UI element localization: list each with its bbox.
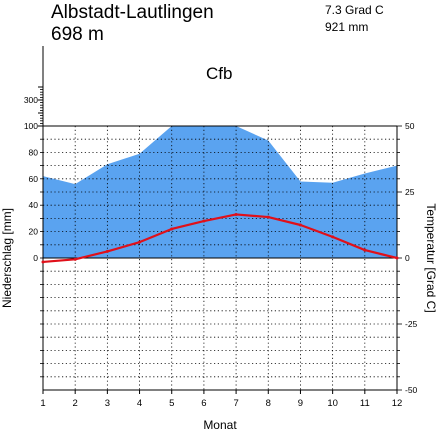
temperature-point — [202, 219, 206, 223]
temperature-point — [41, 260, 45, 264]
temperature-point — [331, 235, 335, 239]
temperature-point — [266, 215, 270, 219]
x-tick-label: 11 — [360, 398, 370, 409]
temperature-point — [395, 256, 399, 260]
x-tick-label: 7 — [233, 398, 238, 409]
left-tick-label: 60 — [29, 174, 39, 184]
x-tick-label: 1 — [40, 398, 45, 409]
left-tick-label: 20 — [29, 227, 39, 237]
climate-class: Cfb — [206, 64, 232, 83]
x-tick-label: 5 — [169, 398, 174, 409]
annual-precipitation: 921 mm — [325, 20, 368, 34]
x-tick-label: 9 — [298, 398, 303, 409]
left-tick-label: 0 — [33, 253, 38, 263]
temperature-point — [170, 227, 174, 231]
right-tick-label: 50 — [405, 121, 415, 131]
x-axis-label: Monat — [203, 418, 237, 430]
temperature-point — [138, 240, 142, 244]
temperature-point — [105, 249, 109, 253]
x-tick-label: 2 — [73, 398, 78, 409]
right-tick-label: 0 — [405, 253, 410, 263]
station-name: Albstadt-Lautlingen — [51, 2, 214, 23]
precipitation-area — [43, 126, 397, 258]
station-elevation: 698 m — [51, 24, 104, 45]
right-tick-label: -25 — [405, 319, 418, 329]
left-tick-label: 80 — [29, 147, 39, 157]
mean-temperature: 7.3 Grad C — [325, 3, 384, 17]
temperature-point — [73, 257, 77, 261]
temperature-line — [42, 213, 398, 264]
temperature-point — [234, 212, 238, 216]
temperature-point — [363, 248, 367, 252]
left-tick-label: 100 — [24, 121, 38, 131]
x-tick-label: 3 — [105, 398, 110, 409]
y-axis-label-right: Temperatur [Grad C] — [424, 203, 437, 312]
left-tick-label: 40 — [29, 200, 39, 210]
right-tick-label: -50 — [405, 385, 418, 395]
left-tick-label: 300 — [24, 95, 38, 105]
temperature-point — [298, 223, 302, 227]
x-tick-label: 10 — [327, 398, 338, 409]
x-tick-label: 6 — [201, 398, 206, 409]
y-axis-label-left: Niederschlag [mm] — [0, 208, 14, 308]
x-tick-label: 12 — [392, 398, 403, 409]
x-tick-label: 8 — [266, 398, 271, 409]
right-tick-label: 25 — [405, 187, 415, 197]
x-tick-label: 4 — [137, 398, 142, 409]
